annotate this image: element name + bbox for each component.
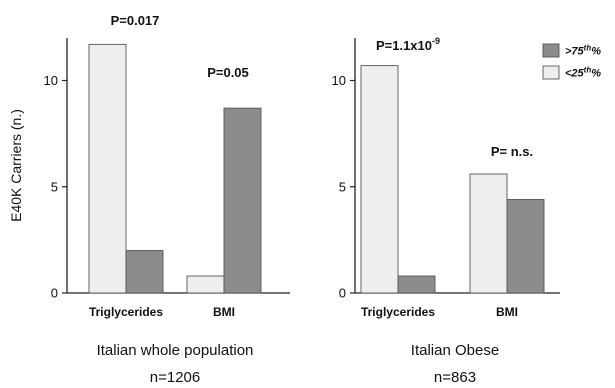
panel-sample-size: n=1206 [150,369,200,386]
bar-low-triglycerides [88,43,127,294]
chart-panel-1: 0 5 10 Triglycerides BMI P=0.017 P=0.05 E40K Ca… [8,13,290,386]
x-category-label: BMI [496,305,518,319]
p-value-label: P=0.017 [111,13,160,28]
x-category-label: BMI [213,305,235,319]
bar-high-bmi [506,199,545,294]
y-tick-label: 5 [339,179,346,194]
y-tick-label: 10 [332,73,346,88]
x-category-label: Triglycerides [89,305,163,319]
x-category-label: Triglycerides [361,305,435,319]
y-tick-label: 10 [44,73,58,88]
bar-low-bmi [469,173,508,294]
legend-label: <25th% [565,66,601,80]
y-tick-label: 5 [51,179,58,194]
legend-swatch [542,65,560,80]
bar-low-bmi [186,275,225,294]
bar-high-triglycerides [397,275,436,294]
panel-title: Italian whole population [97,342,254,359]
p-value-label: P=1.1x10-9 [376,36,440,53]
p-value-label: P= n.s. [491,144,533,159]
y-axis-title: E40K Carriers (n.) [8,109,24,222]
panel-sample-size: n=863 [434,369,476,386]
legend-swatch [542,43,560,58]
legend: >75th% <25th% [542,43,601,80]
bar-low-triglycerides [360,65,399,294]
legend-label: >75th% [565,44,601,58]
p-value-label: P=0.05 [207,65,249,80]
chart-panel-2: 0 5 10 Triglycerides BMI P=1.1x10-9 P= n.s. Ita… [332,36,560,386]
y-tick-label: 0 [339,286,346,301]
bar-high-bmi [223,107,262,294]
y-tick-label: 0 [51,286,58,301]
panel-title: Italian Obese [411,342,499,359]
bar-high-triglycerides [125,250,164,294]
